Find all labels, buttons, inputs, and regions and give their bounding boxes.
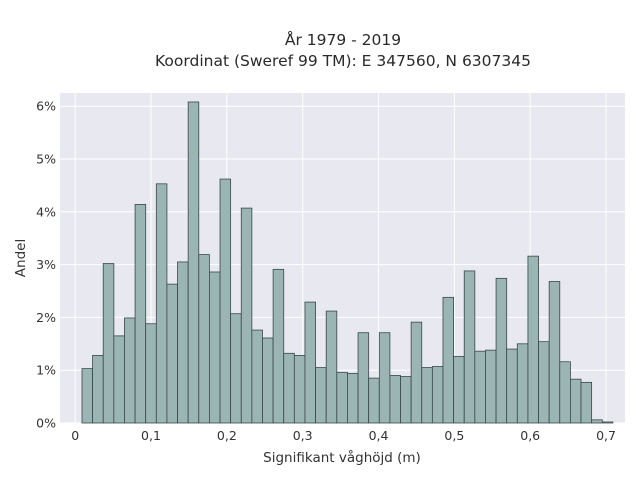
histogram-bar (559, 361, 571, 424)
y-tick-label: 5% (36, 152, 56, 167)
histogram-bar (591, 419, 603, 424)
histogram-bar (495, 277, 508, 424)
histogram-bar (421, 367, 433, 424)
x-tick-label: 0,6 (520, 428, 540, 443)
x-tick-label: 0 (71, 428, 79, 443)
histogram-bar (166, 283, 178, 424)
histogram-bar (113, 335, 125, 424)
histogram-bar (187, 101, 200, 424)
histogram-bar (431, 366, 444, 424)
y-tick-label: 6% (36, 99, 56, 114)
histogram-bar (463, 270, 476, 424)
y-axis-label: Andel (13, 239, 29, 277)
histogram-bar (209, 271, 221, 424)
chart-subtitle: Koordinat (Sweref 99 TM): E 347560, N 63… (155, 52, 531, 70)
chart-title: År 1979 - 2019 (285, 30, 401, 49)
histogram-bar (92, 355, 104, 424)
y-axis-ticks: 0% 1% 2% 3% 4% 5% 6% (36, 99, 56, 431)
histogram-bar (134, 204, 147, 424)
x-tick-label: 0,4 (369, 428, 389, 443)
histogram-bar (219, 178, 232, 424)
histogram-bar (474, 350, 486, 424)
x-tick-label: 0,2 (217, 428, 237, 443)
histogram-bar (506, 348, 518, 424)
histogram-bar (293, 355, 306, 424)
y-tick-label: 0% (36, 416, 56, 431)
histogram-bar (601, 421, 614, 424)
histogram-bar (81, 368, 94, 424)
histogram-bar (102, 263, 115, 424)
histogram-bar (357, 332, 370, 424)
histogram-bar (538, 341, 550, 424)
x-tick-label: 0,1 (141, 428, 161, 443)
histogram-bar (240, 207, 253, 424)
histogram-bar (442, 296, 455, 424)
histogram-bar (315, 367, 327, 424)
histogram-bar (124, 317, 136, 424)
histogram-bar (453, 356, 465, 424)
histogram-bar (336, 371, 348, 424)
histogram-bar (272, 268, 285, 424)
y-tick-label: 4% (36, 204, 56, 219)
histogram-bar (145, 323, 157, 424)
histogram-bar (527, 255, 539, 424)
histogram-bar (410, 321, 423, 424)
histogram-bar (347, 372, 359, 424)
histogram-bar (389, 375, 401, 424)
histogram-bar (325, 310, 338, 424)
bar-series (81, 101, 614, 424)
histogram-bar (251, 329, 263, 424)
histogram-bar (400, 376, 412, 424)
x-axis-ticks: 0 0,1 0,2 0,3 0,4 0,5 0,6 0,7 (71, 428, 616, 443)
x-axis-label: Signifikant våghöjd (m) (263, 449, 421, 466)
histogram-bar (580, 381, 593, 424)
y-tick-label: 1% (36, 363, 56, 378)
y-tick-label: 2% (36, 310, 56, 325)
histogram-bar (262, 337, 274, 424)
histogram-bar (516, 343, 529, 424)
histogram-bar (548, 281, 561, 424)
histogram-bar (230, 313, 242, 424)
histogram-bar (283, 352, 295, 424)
histogram-bar (177, 261, 189, 424)
y-tick-label: 3% (36, 257, 56, 272)
histogram-bar (378, 332, 391, 424)
histogram-bar (485, 349, 497, 424)
x-tick-label: 0,5 (444, 428, 464, 443)
x-tick-label: 0,3 (293, 428, 313, 443)
histogram-bar (155, 183, 168, 424)
histogram-bar (198, 254, 210, 424)
histogram-bar (368, 377, 380, 424)
histogram-bar (304, 301, 316, 424)
histogram-bar (569, 378, 582, 424)
x-tick-label: 0,7 (596, 428, 616, 443)
